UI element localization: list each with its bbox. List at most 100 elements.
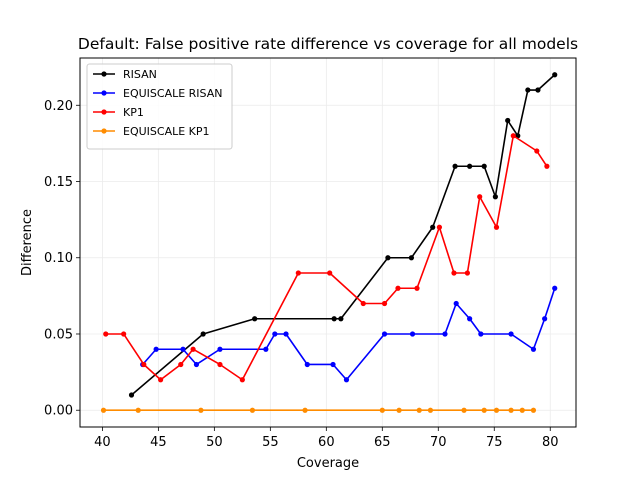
data-point [409,331,416,337]
y-tick-label: 0.15 [44,175,73,190]
data-point [103,331,109,337]
data-point [535,87,541,93]
y-axis-label: Difference [20,209,35,276]
legend-swatch-marker [101,128,107,134]
plot-series [100,72,558,413]
data-point [141,361,147,368]
data-point [263,346,269,352]
data-point [508,331,514,337]
data-point [249,407,256,413]
data-point [200,331,206,337]
data-point [408,255,415,261]
x-tick-label: 75 [486,435,503,450]
data-point [544,163,550,169]
legend-label: RISAN [123,68,157,81]
y-tick-label: 0.10 [44,251,73,266]
legend-swatch-marker [101,71,107,77]
legend-box [86,63,233,150]
data-point [427,407,434,413]
legend-swatch-marker [101,109,107,115]
data-point [331,316,337,322]
x-tick-label: 70 [430,435,447,450]
data-point [158,377,164,383]
data-point [492,194,498,200]
data-point [530,346,537,352]
data-point [493,224,500,230]
data-point [508,407,514,413]
data-point [396,407,402,413]
data-point [338,316,344,322]
data-point [451,270,457,276]
data-point [178,361,184,368]
data-point [464,270,470,276]
data-point [477,194,483,200]
data-point [481,407,487,413]
plot-frame [79,57,577,428]
data-point [283,331,289,337]
legend-item: EQUISCALE KP1 [93,125,210,138]
data-point [385,255,391,261]
data-point [414,285,420,291]
series-equiscale-risan [140,285,558,383]
x-tick-label: 50 [206,435,223,450]
data-point [478,331,484,337]
data-point [153,346,159,352]
data-point [493,407,500,413]
data-point [505,117,511,124]
data-point [121,331,127,337]
data-point [252,316,258,322]
data-point [430,224,436,230]
data-point [510,133,516,139]
legend-swatch-marker [101,90,107,96]
chart-title: Default: False positive rate difference … [78,35,578,53]
data-point [128,392,135,398]
x-tick-label: 65 [374,435,391,450]
data-point [467,316,473,322]
data-point [552,285,558,291]
data-point [525,87,531,93]
data-point [442,331,448,337]
data-point [198,407,204,413]
data-point [193,361,200,368]
x-tick-label: 45 [150,435,167,450]
data-point [519,407,525,413]
data-point [530,407,537,413]
data-point [217,361,223,368]
x-axis-label: Coverage [297,456,359,471]
y-tick-label: 0.00 [44,404,73,419]
data-point [343,377,350,383]
data-point [302,407,308,413]
data-point [190,346,196,352]
data-point [135,407,141,413]
data-point [534,148,540,154]
y-tick-label: 0.20 [44,99,73,114]
data-point [452,163,458,169]
legend-item: EQUISCALE RISAN [93,87,223,100]
data-point [467,163,473,169]
data-point [360,300,366,307]
data-point [239,377,245,383]
data-point [481,163,487,169]
x-tick-label: 55 [262,435,279,450]
series-equiscale-kp1 [100,407,537,413]
data-point [330,361,336,368]
x-tick-label: 80 [542,435,559,450]
data-point [304,361,310,368]
data-point [416,407,422,413]
data-point [379,407,385,413]
data-point [453,300,459,307]
data-point [295,270,301,276]
legend-label: EQUISCALE RISAN [123,87,223,100]
data-point [180,346,186,352]
data-point [272,331,278,337]
y-tick-label: 0.05 [44,327,73,342]
series-risan [128,72,558,398]
data-point [395,285,401,291]
data-point [381,300,388,307]
legend: RISAN EQUISCALE RISAN KP1 EQUISCALE KP1 [86,63,233,150]
data-point [381,331,388,337]
x-tick-label: 60 [318,435,335,450]
series-line [105,134,548,381]
legend-label: EQUISCALE KP1 [123,125,210,138]
